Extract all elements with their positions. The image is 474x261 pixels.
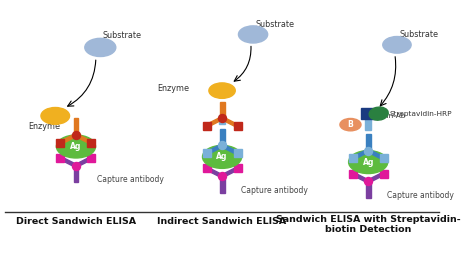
Text: Capture antibody: Capture antibody <box>241 186 308 195</box>
FancyArrow shape <box>220 144 239 154</box>
Circle shape <box>56 135 96 158</box>
Bar <box>365 119 371 130</box>
FancyArrow shape <box>205 144 224 154</box>
Bar <box>219 115 225 124</box>
Circle shape <box>340 118 361 131</box>
FancyArrow shape <box>220 167 239 177</box>
Circle shape <box>238 26 268 43</box>
FancyArrow shape <box>367 173 385 182</box>
Circle shape <box>209 83 235 98</box>
Bar <box>73 166 78 182</box>
Text: Enzyme: Enzyme <box>28 122 60 131</box>
FancyArrow shape <box>351 150 370 159</box>
Text: Substrate: Substrate <box>399 31 438 39</box>
Text: B: B <box>347 120 353 129</box>
Text: Streptavidin-HRP: Streptavidin-HRP <box>390 111 452 117</box>
FancyArrow shape <box>205 117 224 127</box>
Bar <box>219 176 225 193</box>
FancyArrow shape <box>59 134 77 144</box>
FancyArrow shape <box>74 134 93 144</box>
Circle shape <box>41 108 70 124</box>
Text: Capture antibody: Capture antibody <box>97 175 164 184</box>
Text: Substrate: Substrate <box>102 31 142 40</box>
Text: Sandwich ELISA with Streptavidin-
biotin Detection: Sandwich ELISA with Streptavidin- biotin… <box>276 215 460 234</box>
Ellipse shape <box>369 107 388 120</box>
Bar <box>366 134 371 151</box>
Circle shape <box>202 145 242 168</box>
Bar <box>219 129 225 145</box>
Text: Direct Sandwich ELISA: Direct Sandwich ELISA <box>16 217 136 227</box>
Bar <box>219 102 225 118</box>
FancyArrow shape <box>59 157 77 167</box>
Bar <box>73 118 78 135</box>
Bar <box>361 108 375 119</box>
Text: Biotin-Ab: Biotin-Ab <box>373 112 406 118</box>
Text: Indirect Sandwich ELISA: Indirect Sandwich ELISA <box>157 217 287 227</box>
FancyArrow shape <box>74 157 93 167</box>
Text: Ag: Ag <box>363 158 374 167</box>
Text: Capture antibody: Capture antibody <box>387 191 454 200</box>
Text: Ag: Ag <box>70 142 82 151</box>
Bar <box>366 181 371 198</box>
Circle shape <box>348 151 388 174</box>
Text: Substrate: Substrate <box>255 20 294 28</box>
FancyArrow shape <box>220 117 239 127</box>
FancyArrow shape <box>351 173 370 182</box>
FancyArrow shape <box>367 150 385 159</box>
FancyArrow shape <box>205 167 224 177</box>
Circle shape <box>85 38 116 57</box>
Text: Ag: Ag <box>216 152 228 161</box>
Text: Enzyme: Enzyme <box>157 84 189 93</box>
Circle shape <box>383 37 411 53</box>
